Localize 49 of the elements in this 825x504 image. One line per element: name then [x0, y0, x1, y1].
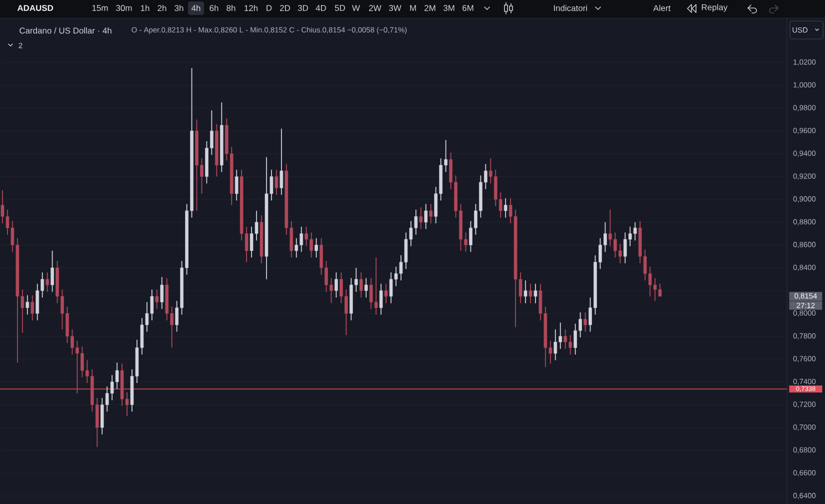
text: 3M: [443, 5, 454, 11]
text: W: [352, 5, 360, 11]
candlestick: [504, 198, 508, 218]
candlestick: [534, 283, 538, 304]
text: 1h: [140, 4, 150, 12]
text: Cardano / US Dollar · 4h: [20, 27, 112, 34]
text: ADAUSD: [17, 5, 54, 11]
text: 12h: [244, 4, 258, 12]
candlestick: [359, 272, 363, 298]
text: 15m: [92, 5, 108, 11]
text: Replay: [702, 4, 728, 12]
candlestick: [314, 238, 318, 258]
candlestick: [30, 294, 34, 321]
candlestick: [46, 272, 49, 292]
candlestick: [364, 278, 368, 298]
candlestick: [160, 276, 164, 310]
candlestick: [524, 280, 528, 304]
text: 4D: [316, 5, 326, 11]
text: Alert: [653, 4, 671, 12]
text: 8h: [226, 4, 236, 12]
candlestick: [528, 283, 532, 304]
text: Indicatori: [554, 4, 587, 12]
text: 3h: [174, 4, 184, 12]
text: 3D: [298, 5, 308, 11]
text: 2W: [369, 5, 382, 11]
text: 3W: [388, 5, 402, 11]
candlestick: [234, 169, 238, 201]
text: 5D: [334, 5, 346, 11]
candlestick: [384, 283, 388, 304]
text: 30m: [116, 5, 132, 11]
text: 6M: [462, 5, 474, 11]
text: 2h: [158, 4, 166, 12]
candlestick: [424, 203, 428, 230]
text: 6h: [210, 4, 218, 12]
text: 2M: [424, 5, 436, 11]
candlestick: [280, 128, 284, 196]
candlestick: [334, 272, 338, 298]
text: 2D: [280, 5, 290, 11]
candlestick: [419, 206, 423, 230]
text: M: [410, 5, 416, 11]
candlestick: [429, 203, 433, 224]
candlestick: [50, 250, 54, 292]
candlestick: [584, 312, 587, 332]
text: 4h: [191, 4, 200, 12]
candlestick: [274, 169, 278, 196]
candlestick: [155, 289, 159, 310]
candlestick: [26, 294, 30, 316]
candlestick: [379, 283, 383, 316]
text: D: [266, 5, 272, 11]
